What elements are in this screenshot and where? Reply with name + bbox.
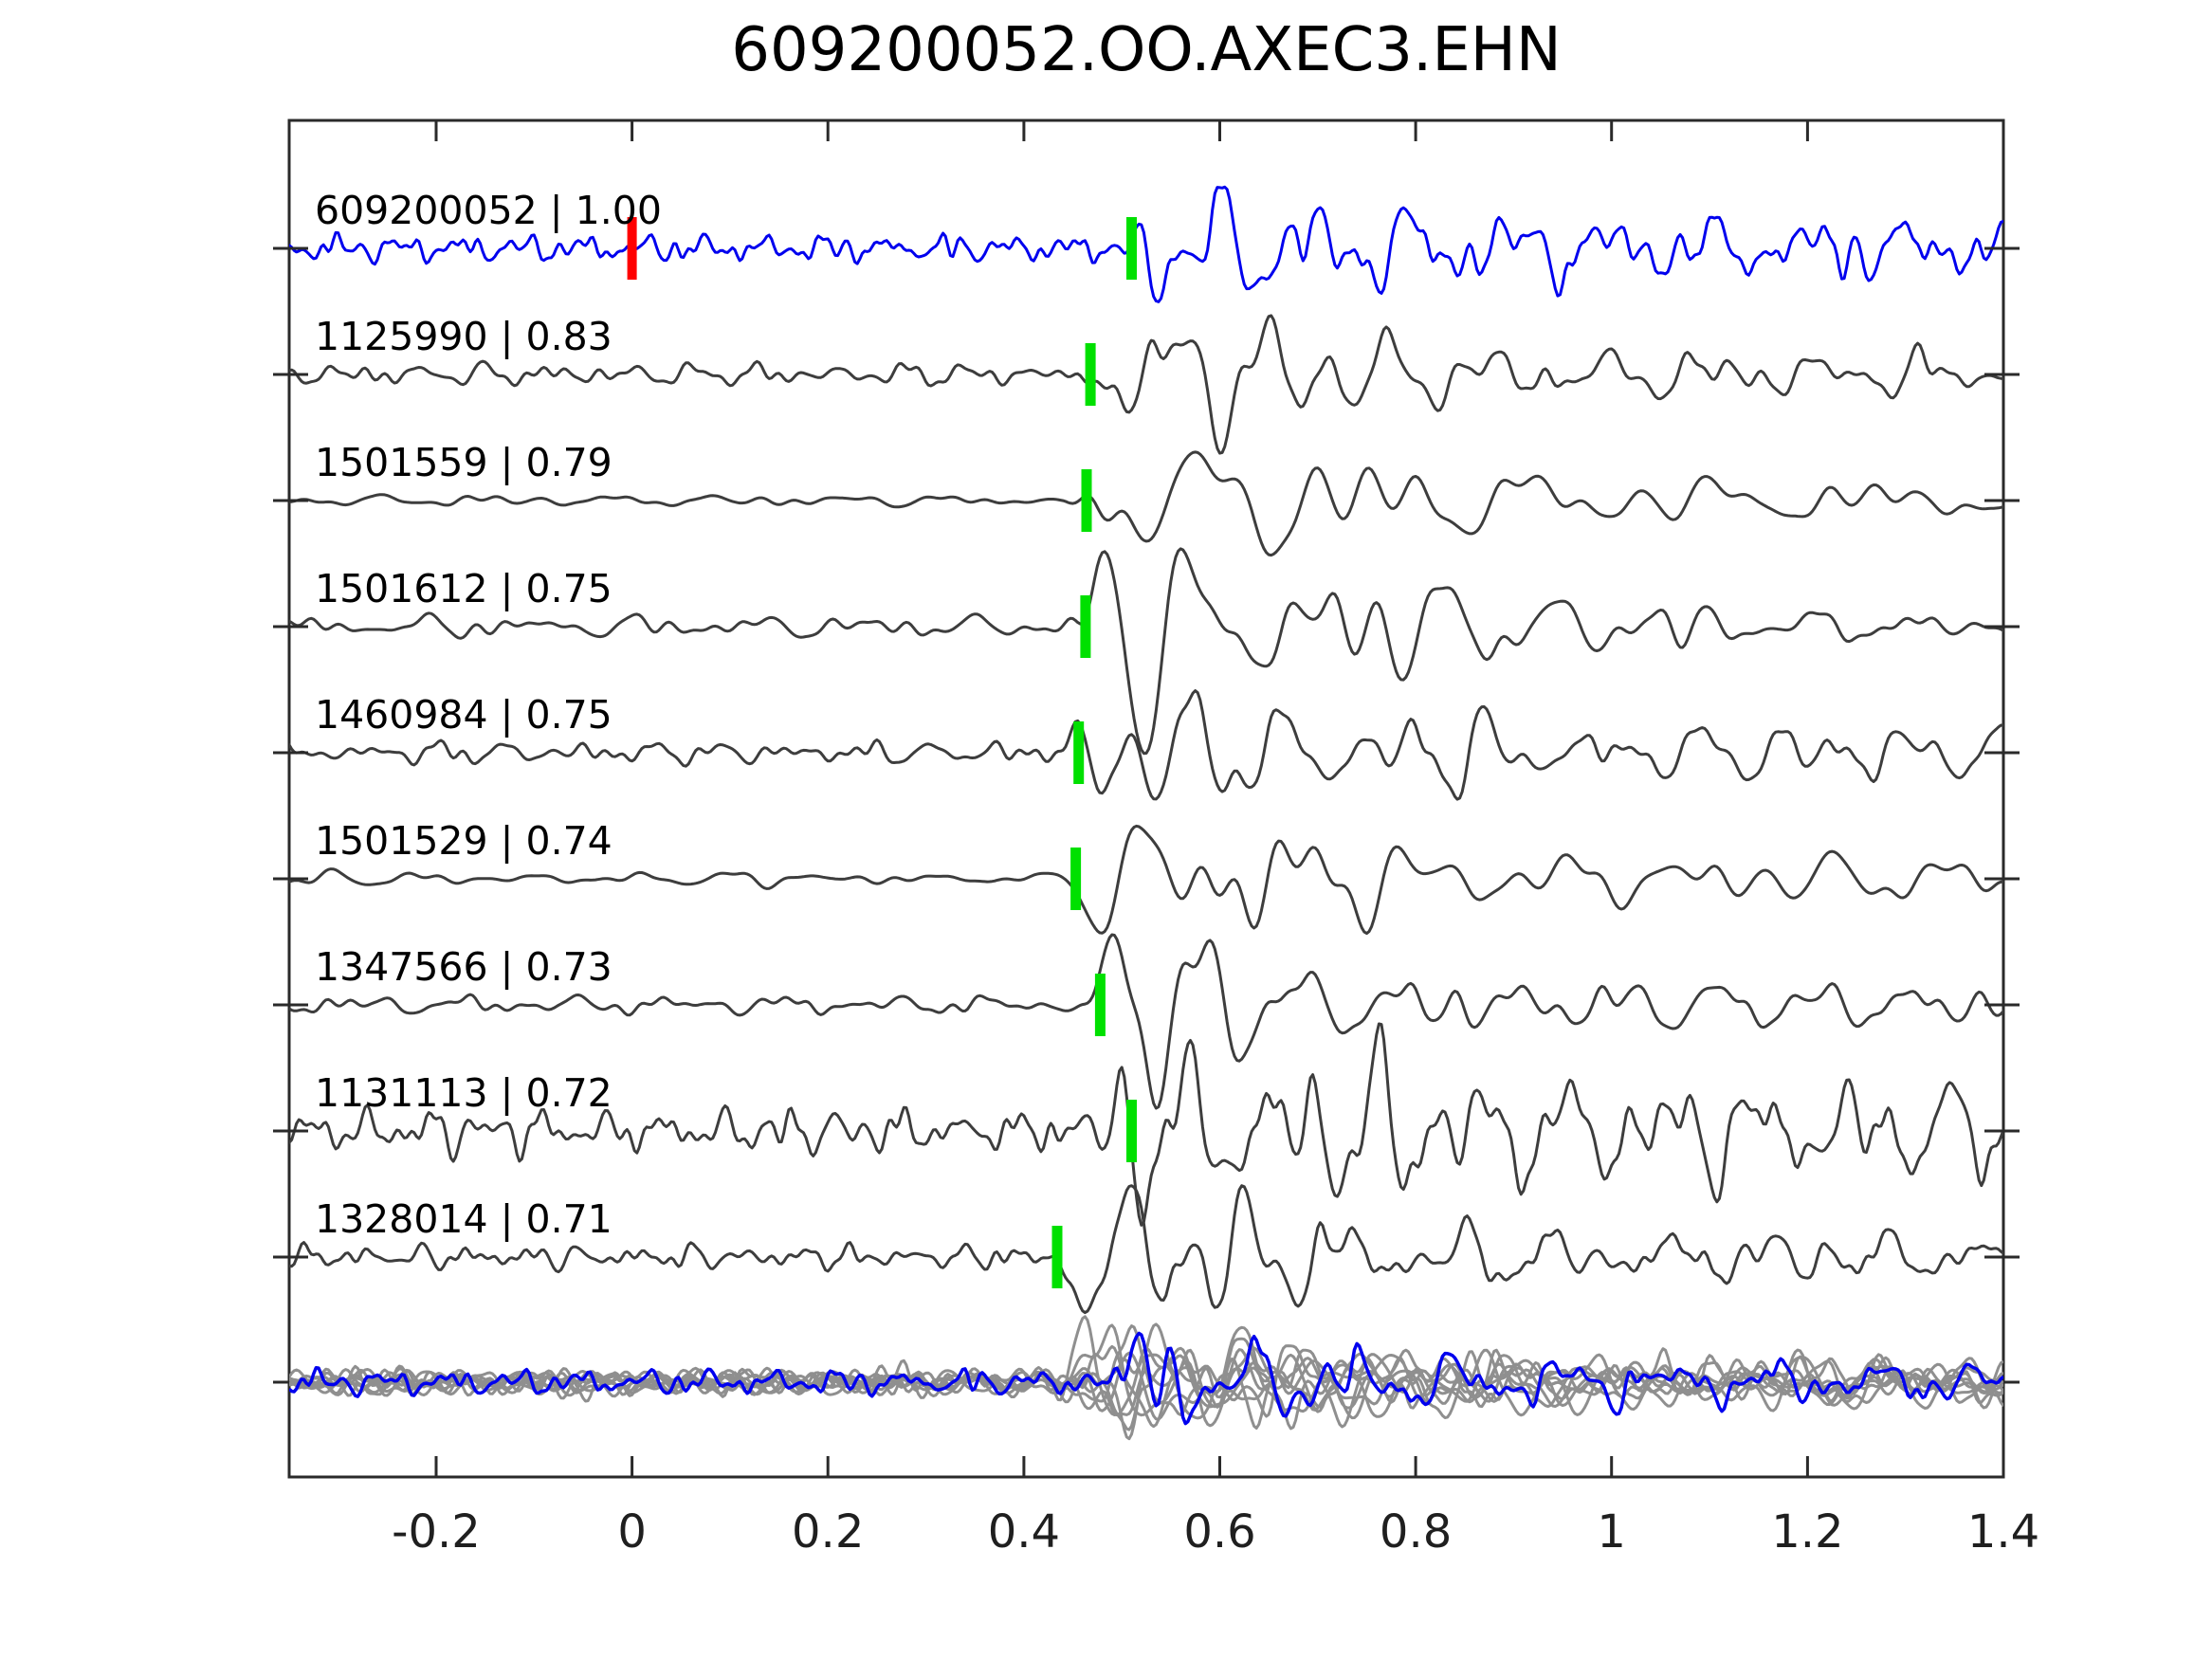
- pick-marker: [1085, 343, 1096, 406]
- x-tick-label: 0.6: [1183, 1505, 1255, 1559]
- waveform-trace-609200052: [289, 185, 2003, 303]
- traces-group: [289, 185, 2003, 1315]
- waveform-trace-1460984: [289, 689, 2003, 801]
- waveform-trace-1131113: [289, 1022, 2003, 1227]
- trace-label: 1328014 | 0.71: [315, 1196, 612, 1242]
- pick-marker: [1081, 469, 1092, 532]
- overlay-trace: [289, 1346, 2003, 1431]
- x-tick-label: 1.4: [1967, 1505, 2039, 1559]
- x-tick-label: 0.2: [792, 1505, 864, 1559]
- trace-label: 609200052 | 1.00: [315, 188, 662, 233]
- waveform-trace-1501529: [289, 824, 2003, 936]
- waveform-trace-1328014: [289, 1184, 2003, 1315]
- waveform-trace-1347566: [289, 933, 2003, 1110]
- overlay-group: [289, 1315, 2003, 1441]
- pick-marker: [1070, 848, 1082, 910]
- pick-marker: [1073, 721, 1085, 784]
- x-tick-label: 0.8: [1380, 1505, 1452, 1559]
- trace-label: 1131113 | 0.72: [315, 1070, 612, 1116]
- waveform-trace-1501559: [289, 450, 2003, 557]
- pick-marker: [1126, 217, 1137, 280]
- overlay-highlight-trace: [289, 1331, 2003, 1426]
- trace-label: 1460984 | 0.75: [315, 692, 612, 738]
- x-tick-label: 0.4: [988, 1505, 1060, 1559]
- x-tick-label: 1.2: [1771, 1505, 1843, 1559]
- pick-marker: [1094, 974, 1106, 1036]
- x-tick-label: 1: [1597, 1505, 1626, 1559]
- zero-time-marker: [627, 217, 637, 280]
- trace-label: 1501559 | 0.79: [315, 440, 612, 485]
- waveform-trace-1501612: [289, 547, 2003, 756]
- pick-marker: [1080, 595, 1091, 658]
- figure-title: 609200052.OO.AXEC3.EHN: [731, 15, 1562, 85]
- trace-label: 1125990 | 0.83: [315, 314, 612, 359]
- trace-label: 1501612 | 0.75: [315, 566, 612, 611]
- trace-label: 1347566 | 0.73: [315, 944, 612, 990]
- plot-border: [287, 118, 2005, 1479]
- trace-label: 1501529 | 0.74: [315, 818, 612, 864]
- x-tick-label: 0: [617, 1505, 647, 1559]
- pick-marker: [1051, 1226, 1063, 1288]
- overlay-trace: [289, 1315, 2003, 1429]
- waveform-trace-1125990: [289, 314, 2003, 455]
- x-tick-label: -0.2: [392, 1505, 481, 1559]
- pick-marker: [1126, 1100, 1137, 1162]
